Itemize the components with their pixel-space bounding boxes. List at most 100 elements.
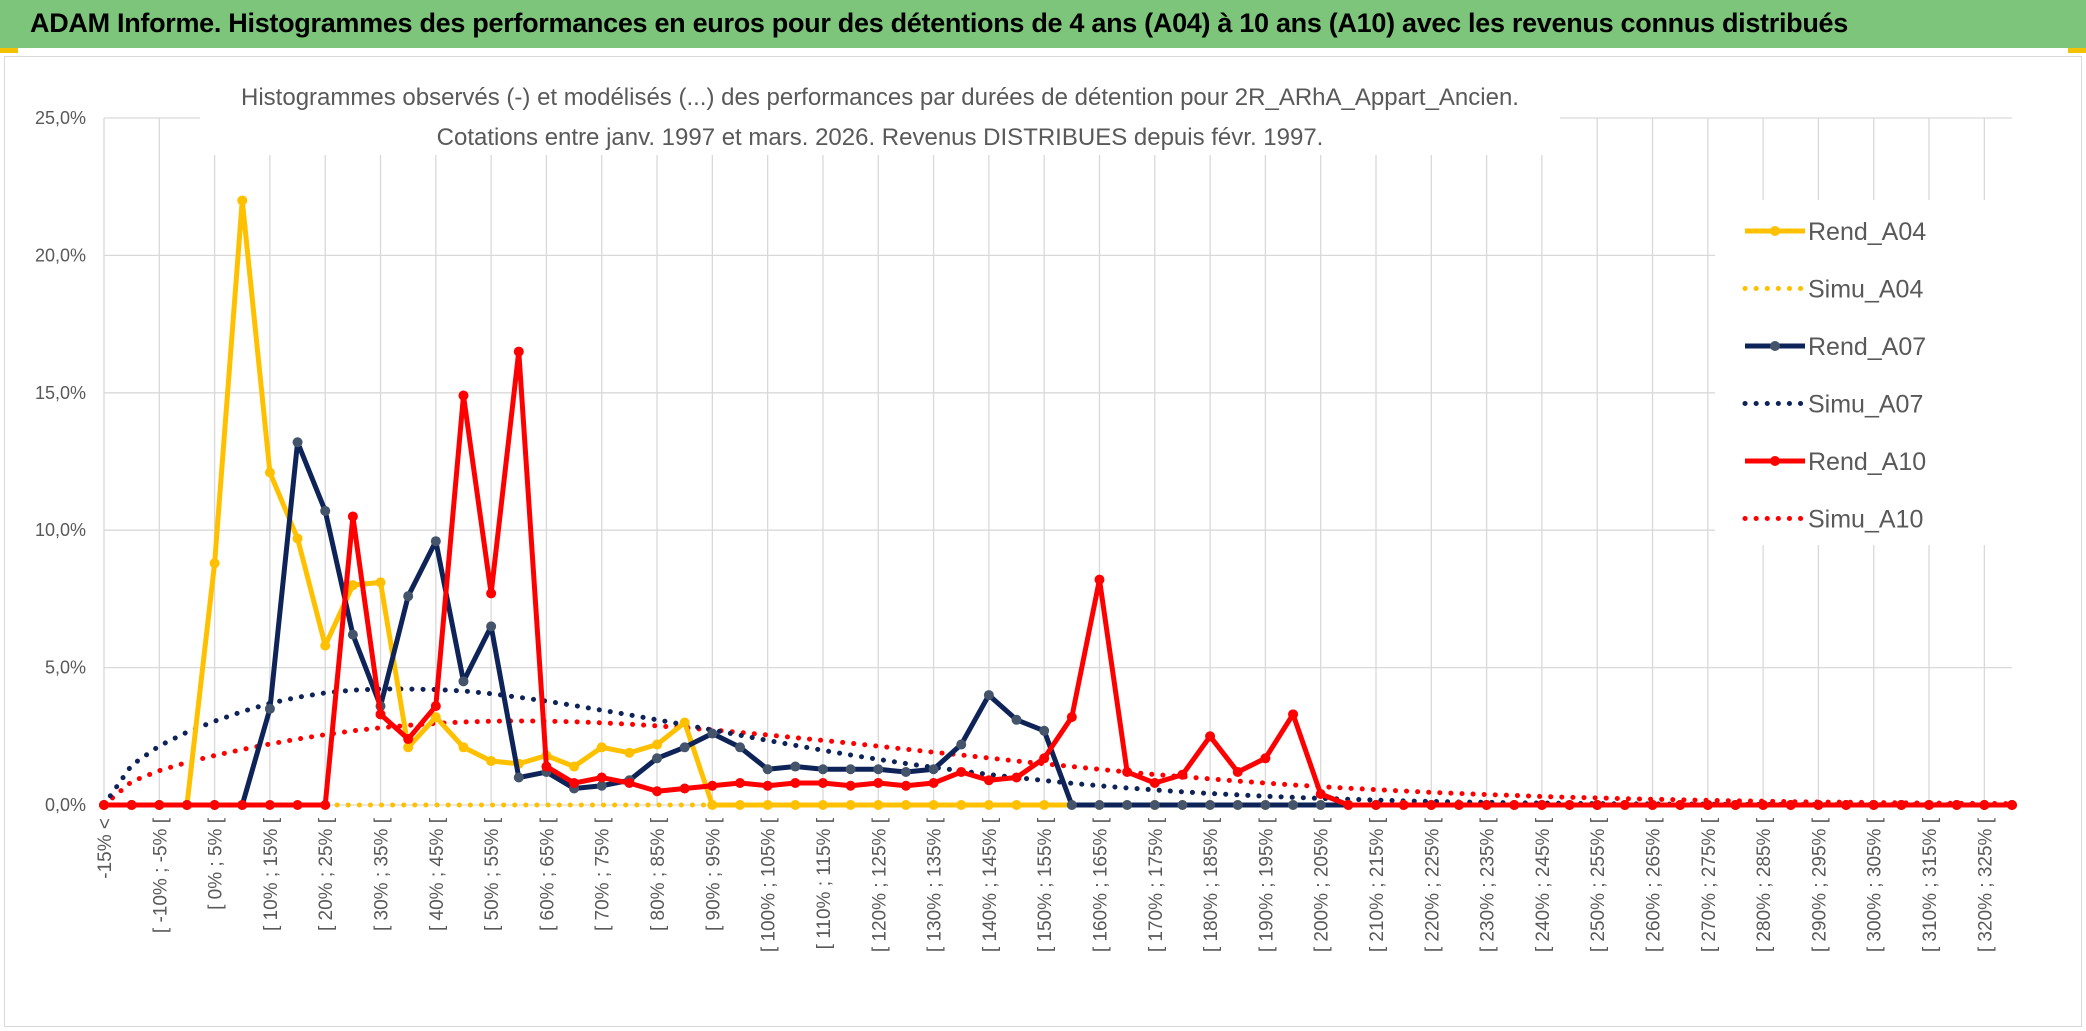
x-tick-label: [ 320% ; 325% [ xyxy=(1975,817,1996,952)
data-point xyxy=(154,800,165,810)
data-point xyxy=(790,761,801,772)
legend-item: Simu_A07 xyxy=(1742,391,1923,419)
series-rend-a10 xyxy=(99,346,2017,810)
x-tick-label: [ 270% ; 275% [ xyxy=(1699,817,1720,952)
data-point xyxy=(679,717,690,728)
legend-marker xyxy=(1770,456,1780,466)
data-point xyxy=(1398,800,1409,810)
legend-item: Rend_A04 xyxy=(1745,218,1926,246)
data-point xyxy=(181,800,192,810)
data-point xyxy=(790,800,801,810)
data-point xyxy=(707,800,718,810)
data-point xyxy=(1039,725,1050,736)
chart-title-backdrop xyxy=(200,75,1560,155)
x-tick-label: [ 160% ; 165% [ xyxy=(1090,817,1111,952)
x-tick-label: [ 140% ; 145% [ xyxy=(980,817,1001,952)
data-point xyxy=(292,437,303,448)
y-tick-label: 15,0% xyxy=(35,383,86,403)
data-point xyxy=(983,775,994,786)
data-point xyxy=(652,786,663,797)
x-tick-label: [ 40% ; 45% [ xyxy=(427,817,448,931)
data-point xyxy=(1011,714,1022,725)
data-point xyxy=(845,800,856,810)
data-point xyxy=(1702,800,1713,810)
data-point xyxy=(1453,800,1464,810)
data-point xyxy=(1232,800,1243,810)
x-tick-label: [ 110% ; 115% [ xyxy=(814,817,835,949)
header-title: ADAM Informe. Histogrammes des performan… xyxy=(30,8,1848,38)
data-point xyxy=(1758,800,1769,810)
data-point xyxy=(1205,731,1216,742)
x-tick-label: [ 10% ; 15% [ xyxy=(261,817,282,931)
data-point xyxy=(1315,800,1326,810)
data-point xyxy=(735,778,745,789)
x-tick-label: [ 300% ; 305% [ xyxy=(1865,817,1886,952)
x-tick-label: [ 180% ; 185% [ xyxy=(1201,817,1222,952)
data-point xyxy=(1315,789,1326,800)
data-point xyxy=(430,536,441,547)
data-point xyxy=(292,533,303,544)
x-tick-label: [ 120% ; 125% [ xyxy=(869,817,890,952)
x-tick-label: [ 60% ; 65% [ xyxy=(537,817,558,931)
series-line xyxy=(101,686,2015,808)
x-tick-label: [ 130% ; 135% [ xyxy=(925,817,946,952)
data-point xyxy=(458,676,469,687)
x-tick-label: [ 80% ; 85% [ xyxy=(648,817,669,931)
y-tick-label: 5,0% xyxy=(45,658,86,678)
x-tick-label: -15% < xyxy=(95,818,116,879)
data-point xyxy=(1343,800,1354,810)
y-tick-label: 10,0% xyxy=(35,520,86,540)
data-point xyxy=(1039,753,1050,764)
data-point xyxy=(1288,709,1299,720)
data-point xyxy=(1868,800,1879,810)
data-point xyxy=(983,800,994,810)
data-point xyxy=(900,767,911,778)
data-point xyxy=(1951,800,1962,810)
data-point xyxy=(652,739,663,750)
data-point xyxy=(1785,800,1796,810)
data-point xyxy=(347,580,358,591)
x-tick-label: [ 240% ; 245% [ xyxy=(1533,817,1554,952)
legend-marker xyxy=(1770,341,1780,351)
data-point xyxy=(596,742,607,753)
data-point xyxy=(1177,800,1188,810)
data-point xyxy=(1813,800,1824,810)
data-point xyxy=(264,467,275,478)
data-point xyxy=(873,800,884,810)
data-point xyxy=(320,800,331,810)
data-point xyxy=(1675,800,1686,810)
data-point xyxy=(1149,800,1160,810)
data-point xyxy=(1288,800,1299,810)
data-point xyxy=(513,772,524,783)
data-point xyxy=(1122,767,1133,778)
series-simu-a07 xyxy=(101,686,2015,808)
x-tick-label: [ 200% ; 205% [ xyxy=(1312,817,1333,952)
data-point xyxy=(264,800,275,810)
data-point xyxy=(817,778,828,789)
data-point xyxy=(1260,753,1271,764)
data-point xyxy=(845,780,856,791)
legend-backdrop xyxy=(1715,200,2013,545)
x-tick-label: [ 90% ; 95% [ xyxy=(703,817,724,931)
x-tick-label: [ 230% ; 235% [ xyxy=(1478,817,1499,952)
legend-label: Simu_A10 xyxy=(1808,506,1923,534)
data-point xyxy=(679,742,690,753)
data-point xyxy=(956,800,967,810)
legend-item: Simu_A04 xyxy=(1742,276,1923,304)
x-tick-label: [ 150% ; 155% [ xyxy=(1035,817,1056,952)
x-tick-label: [ 50% ; 55% [ xyxy=(482,817,503,931)
data-point xyxy=(513,346,524,357)
data-point xyxy=(762,764,773,775)
data-point xyxy=(320,640,331,651)
data-point xyxy=(237,800,248,810)
data-point xyxy=(596,780,607,791)
data-point xyxy=(292,800,303,810)
x-tick-label: [ 100% ; 105% [ xyxy=(759,817,780,952)
data-point xyxy=(928,764,939,775)
data-point xyxy=(707,780,718,791)
data-point xyxy=(873,764,884,775)
x-tick-label: [ 170% ; 175% [ xyxy=(1146,817,1167,952)
data-point xyxy=(983,690,994,701)
data-point xyxy=(845,764,856,775)
